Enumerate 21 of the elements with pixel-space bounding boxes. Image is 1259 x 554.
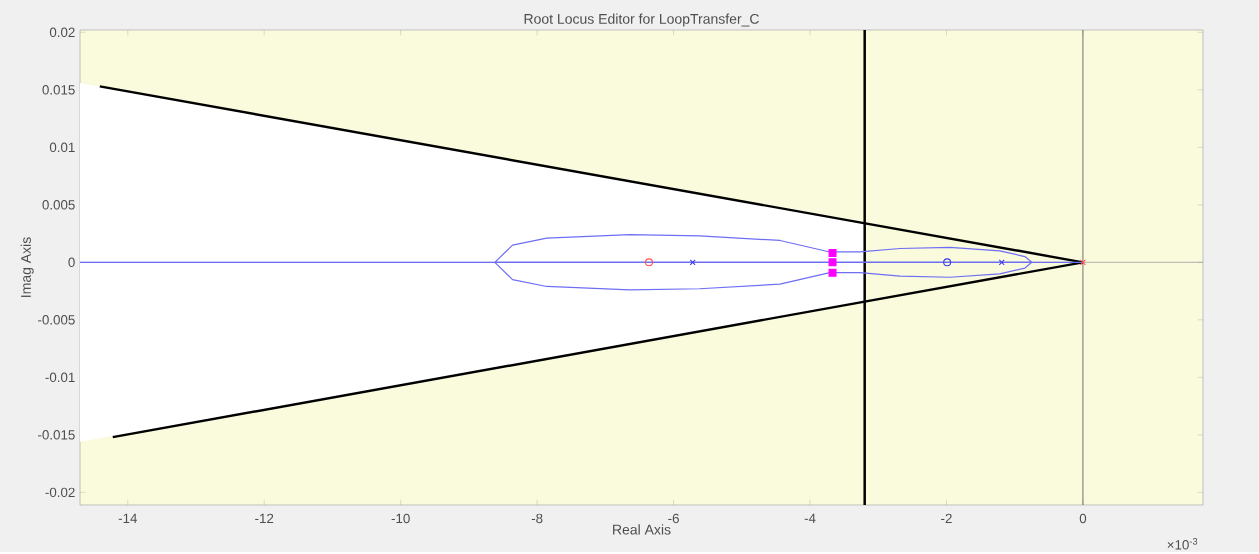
x-tick-label: 0 [1079, 513, 1087, 524]
text: ×10$^{-3}$ [1167, 538, 1198, 550]
y-tick-label: -0.02 [45, 487, 75, 498]
y-tick-label: 0 [68, 257, 75, 268]
y-tick-label: -0.015 [38, 430, 75, 440]
x-axis-title: Real Axis [613, 524, 671, 535]
y-tick-label: -0.01 [45, 372, 75, 383]
x-tick-label: -14 [118, 513, 138, 523]
y-tick-label: -0.005 [38, 315, 75, 325]
x-tick-label: -12 [255, 513, 274, 524]
x-tick-label: -2 [941, 513, 952, 524]
x-tick-label: -8 [531, 513, 543, 524]
y-axis-title: Imag Axis [20, 237, 34, 297]
y-tick-label: 0.01 [49, 142, 75, 153]
x-tick-label: -10 [391, 513, 410, 524]
y-tick-label: 0.015 [42, 85, 75, 95]
x-tick-label: -6 [668, 513, 679, 524]
chart-title: Root Locus Editor for LoopTransfer_C [524, 13, 759, 27]
x-tick-label: -4 [804, 513, 816, 523]
y-tick-label: 0.005 [42, 200, 75, 210]
y-tick-label: 0.02 [49, 27, 75, 38]
